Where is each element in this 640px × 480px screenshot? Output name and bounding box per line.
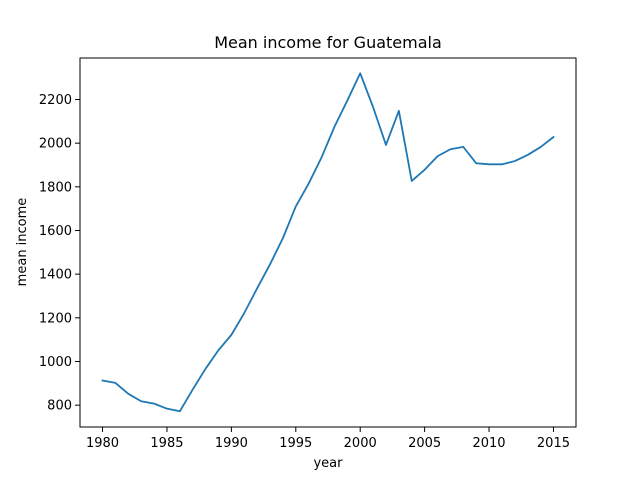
y-tick-label: 1000 xyxy=(39,355,72,370)
y-tick-label: 800 xyxy=(47,399,72,414)
x-tick-label: 1985 xyxy=(150,436,183,451)
y-tick-label: 2000 xyxy=(39,137,72,152)
series-layer xyxy=(101,72,555,413)
x-tick-label: 2000 xyxy=(344,436,377,451)
y-tick-label: 2200 xyxy=(39,93,72,108)
y-tick-label: 1200 xyxy=(39,311,72,326)
plot-area-frame xyxy=(79,57,577,428)
x-tick-label: 2010 xyxy=(472,436,505,451)
y-axis-label: mean income xyxy=(15,198,30,287)
y-tick-label: 1800 xyxy=(39,180,72,195)
x-tick-label: 1980 xyxy=(86,436,119,451)
x-tick-label: 2005 xyxy=(408,436,441,451)
x-axis: 1980 1985 1990 1995 2000 2005 2010 2015 xyxy=(86,427,570,451)
x-tick-label: 1990 xyxy=(215,436,248,451)
chart-title: Mean income for Guatemala xyxy=(214,33,442,52)
y-tick-label: 1400 xyxy=(39,268,72,283)
x-axis-label: year xyxy=(313,456,343,471)
series-line xyxy=(101,72,555,413)
x-tick-label: 2015 xyxy=(537,436,570,451)
y-axis: 800 1000 1200 1400 1600 1800 2000 2200 xyxy=(39,93,80,414)
x-tick-label: 1995 xyxy=(279,436,312,451)
y-tick-label: 1600 xyxy=(39,224,72,239)
